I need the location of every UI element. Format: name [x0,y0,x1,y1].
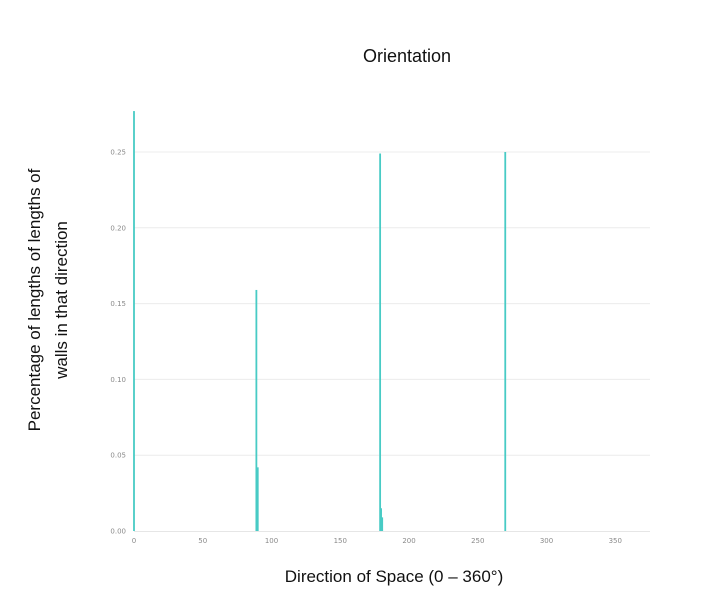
bar [379,153,382,532]
y-tick-label: 0.25 [110,149,126,157]
y-tick-label: 0.10 [110,376,126,384]
x-tick-label: 150 [334,537,347,545]
bar [256,467,259,531]
x-tick-label: 100 [265,537,278,545]
bar [133,111,135,532]
x-tick-label: 250 [471,537,484,545]
grid-lines [134,151,650,456]
y-tick-label: 0.05 [110,452,126,460]
y-tick-label: 0.15 [110,300,126,308]
bar [255,289,258,531]
bar [504,152,507,531]
bar-series [133,111,507,532]
y-tick-labels: 0.00 0.05 0.10 0.15 0.20 0.25 [110,149,126,536]
x-tick-labels: 0 50 100 150 200 250 300 350 [132,537,622,545]
y-axis-label: Percentage of lengths of lengths of wall… [21,169,75,432]
x-tick-label: 350 [609,537,622,545]
x-tick-label: 300 [540,537,553,545]
y-tick-label: 0.20 [110,224,126,232]
x-tick-label: 200 [402,537,415,545]
x-axis-label: Direction of Space (0 – 360°) [284,567,504,586]
y-axis-label-line-2: walls in that direction [52,221,71,379]
y-tick-label: 0.00 [110,528,126,536]
x-tick-label: 50 [198,537,207,545]
chart-title: Orientation [362,46,452,66]
bar [381,517,384,531]
x-tick-label: 0 [132,537,136,545]
y-axis-label-line-1: Percentage of lengths of lengths of [25,168,44,432]
bar [380,508,382,531]
